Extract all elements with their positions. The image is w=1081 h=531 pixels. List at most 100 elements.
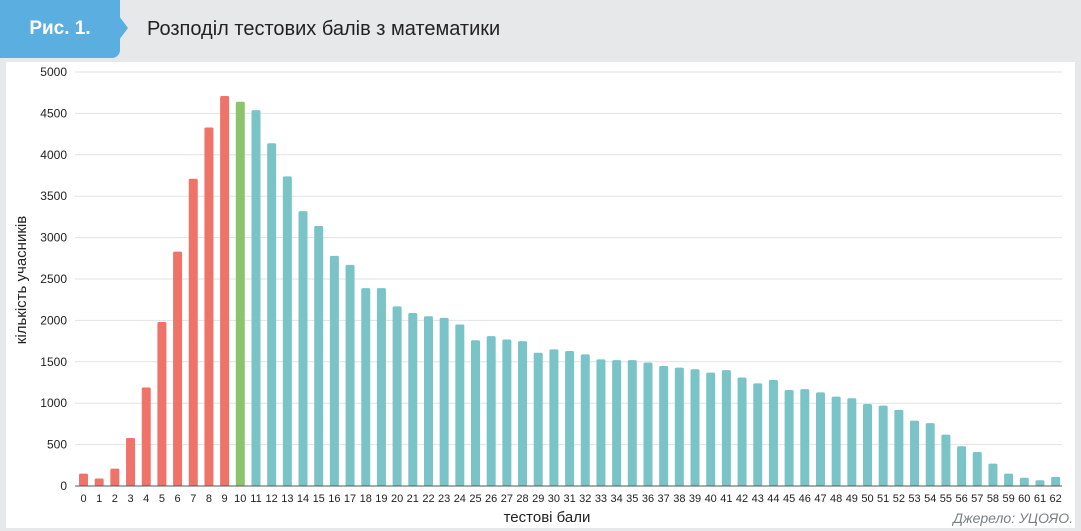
x-tick-label: 12 <box>266 493 278 505</box>
bar-score-46 <box>800 389 810 486</box>
bar-score-13 <box>282 176 292 486</box>
x-tick-label: 29 <box>532 493 544 505</box>
bar-score-54 <box>925 423 935 486</box>
x-tick-label: 31 <box>563 493 575 505</box>
x-tick-label: 27 <box>501 493 513 505</box>
bar-score-37 <box>659 365 669 486</box>
bar-score-6 <box>173 251 183 486</box>
x-tick-label: 53 <box>908 493 920 505</box>
bar-score-45 <box>784 389 794 486</box>
bar-score-60 <box>1019 477 1029 486</box>
x-tick-label: 39 <box>689 493 701 505</box>
bar-score-53 <box>910 420 920 486</box>
x-tick-label: 54 <box>924 493 936 505</box>
x-tick-label: 7 <box>190 493 196 505</box>
x-tick-label: 15 <box>313 493 325 505</box>
y-tick-label: 2500 <box>40 272 67 286</box>
bar-score-28 <box>518 341 528 486</box>
bar-score-36 <box>643 362 653 486</box>
bar-score-51 <box>878 405 888 486</box>
bar-score-22 <box>423 316 433 486</box>
x-tick-label: 1 <box>96 493 102 505</box>
bar-score-56 <box>957 446 967 486</box>
bar-score-2 <box>110 468 120 486</box>
x-tick-label: 48 <box>830 493 842 505</box>
figure-header: Рис. 1. Розподіл тестових балів з матема… <box>0 0 1081 58</box>
bar-score-9 <box>220 96 230 487</box>
bar-score-27 <box>502 339 512 486</box>
bar-score-30 <box>549 349 559 486</box>
bar-score-33 <box>596 359 606 486</box>
x-tick-label: 25 <box>469 493 481 505</box>
bar-score-0 <box>79 473 88 486</box>
y-tick-label: 1000 <box>40 396 67 410</box>
badge-arrow-icon <box>119 16 128 40</box>
x-tick-label: 0 <box>80 493 86 505</box>
x-axis-ticks: 0 1 2 3 4 5 6 7 8 9 10 11 12 13 14 15 16 17 18 19 20 21 22 23 24… <box>80 493 1061 505</box>
x-tick-label: 33 <box>595 493 607 505</box>
x-tick-label: 24 <box>454 493 466 505</box>
bar-score-55 <box>941 434 951 486</box>
bar-score-25 <box>471 340 480 486</box>
x-tick-label: 32 <box>579 493 591 505</box>
bar-score-7 <box>188 178 198 486</box>
x-tick-label: 52 <box>893 493 905 505</box>
bar-score-35 <box>627 360 637 486</box>
y-tick-label: 2000 <box>40 313 67 327</box>
x-tick-label: 16 <box>328 493 340 505</box>
x-tick-label: 17 <box>344 493 356 505</box>
bar-score-24 <box>455 324 465 486</box>
x-tick-label: 2 <box>112 493 118 505</box>
bar-score-52 <box>894 409 904 486</box>
x-tick-label: 49 <box>846 493 858 505</box>
bar-score-41 <box>721 370 731 486</box>
x-tick-label: 58 <box>987 493 999 505</box>
bar-score-29 <box>533 352 543 486</box>
bar-score-16 <box>329 255 339 486</box>
bar-score-3 <box>126 437 136 486</box>
bar-score-49 <box>847 398 857 486</box>
x-tick-label: 28 <box>516 493 528 505</box>
y-tick-label: 3000 <box>40 231 67 245</box>
bar-score-34 <box>612 360 622 486</box>
x-tick-label: 45 <box>783 493 795 505</box>
bar-score-1 <box>94 478 104 486</box>
x-tick-label: 62 <box>1050 493 1062 505</box>
x-tick-label: 9 <box>222 493 228 505</box>
bar-score-50 <box>863 404 872 486</box>
x-tick-label: 55 <box>940 493 952 505</box>
y-tick-label: 1500 <box>40 355 67 369</box>
x-tick-label: 14 <box>297 493 309 505</box>
bar-score-57 <box>972 452 982 486</box>
bar-score-48 <box>831 396 841 486</box>
x-tick-label: 37 <box>658 493 670 505</box>
bar-score-39 <box>690 369 700 486</box>
bar-score-17 <box>345 264 355 486</box>
y-tick-label: 0 <box>60 479 67 493</box>
x-tick-label: 5 <box>159 493 165 505</box>
y-tick-label: 3500 <box>40 189 67 203</box>
x-tick-label: 36 <box>642 493 654 505</box>
bar-score-10 <box>235 101 245 487</box>
figure-title: Розподіл тестових балів з математики <box>147 18 501 40</box>
bar-score-47 <box>815 392 825 486</box>
x-tick-label: 46 <box>799 493 811 505</box>
x-tick-label: 42 <box>736 493 748 505</box>
bar-score-14 <box>298 211 308 486</box>
bar-score-31 <box>565 351 575 486</box>
x-tick-label: 26 <box>485 493 497 505</box>
y-tick-label: 4000 <box>40 148 67 162</box>
bar-score-15 <box>314 226 324 486</box>
bar-score-62 <box>1051 476 1061 486</box>
x-tick-label: 43 <box>752 493 764 505</box>
y-tick-label: 4500 <box>40 106 67 120</box>
bar-score-59 <box>1004 473 1014 486</box>
x-tick-label: 23 <box>438 493 450 505</box>
x-tick-label: 60 <box>1018 493 1030 505</box>
x-tick-label: 30 <box>548 493 560 505</box>
x-tick-label: 61 <box>1034 493 1046 505</box>
bar-score-44 <box>768 380 778 486</box>
x-tick-label: 3 <box>127 493 133 505</box>
x-tick-label: 19 <box>375 493 387 505</box>
x-tick-label: 4 <box>143 493 149 505</box>
